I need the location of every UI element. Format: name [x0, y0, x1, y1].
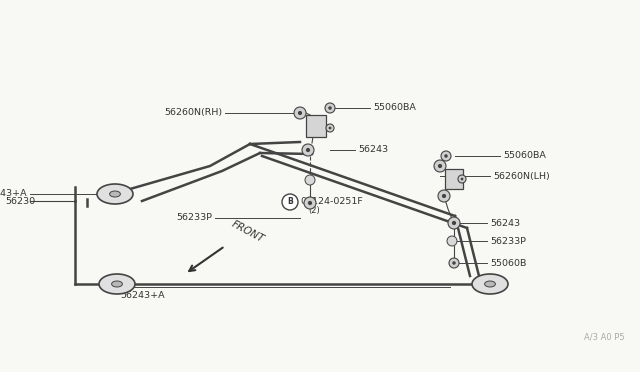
- Ellipse shape: [109, 191, 120, 197]
- Text: 56233P: 56233P: [176, 214, 212, 222]
- Ellipse shape: [111, 281, 122, 287]
- Text: 56230: 56230: [5, 196, 35, 205]
- Ellipse shape: [484, 281, 495, 287]
- Circle shape: [282, 194, 298, 210]
- Circle shape: [438, 164, 442, 168]
- Circle shape: [298, 111, 302, 115]
- Text: 55060B: 55060B: [490, 259, 526, 267]
- Circle shape: [447, 236, 457, 246]
- Circle shape: [308, 201, 312, 205]
- Text: FRONT: FRONT: [230, 218, 266, 244]
- Circle shape: [326, 124, 334, 132]
- Circle shape: [328, 106, 332, 110]
- Text: 55060BA: 55060BA: [503, 151, 546, 160]
- Text: 56260N(LH): 56260N(LH): [493, 171, 550, 180]
- Circle shape: [458, 175, 466, 183]
- Circle shape: [452, 221, 456, 225]
- Circle shape: [294, 107, 306, 119]
- Ellipse shape: [97, 184, 133, 204]
- Circle shape: [306, 148, 310, 152]
- Text: 56243: 56243: [358, 145, 388, 154]
- Circle shape: [434, 160, 446, 172]
- Text: (2): (2): [308, 205, 320, 215]
- Circle shape: [438, 190, 450, 202]
- FancyBboxPatch shape: [445, 169, 463, 189]
- FancyBboxPatch shape: [306, 115, 326, 137]
- Text: 56243: 56243: [490, 218, 520, 228]
- Circle shape: [442, 194, 446, 198]
- Text: 56243+A: 56243+A: [120, 292, 164, 301]
- Ellipse shape: [472, 274, 508, 294]
- Circle shape: [305, 175, 315, 185]
- Circle shape: [441, 151, 451, 161]
- Circle shape: [449, 258, 459, 268]
- Circle shape: [325, 103, 335, 113]
- Text: A/3 A0 P5: A/3 A0 P5: [584, 332, 625, 341]
- Text: B: B: [287, 198, 293, 206]
- Text: 56260N(RH): 56260N(RH): [164, 109, 222, 118]
- Circle shape: [328, 126, 332, 129]
- Text: 55060BA: 55060BA: [373, 103, 416, 112]
- Circle shape: [448, 217, 460, 229]
- Circle shape: [452, 261, 456, 265]
- Ellipse shape: [99, 274, 135, 294]
- Circle shape: [304, 197, 316, 209]
- Text: 56233P: 56233P: [490, 237, 526, 246]
- Text: 56243+A: 56243+A: [0, 189, 27, 199]
- Text: 08124-0251F: 08124-0251F: [300, 198, 363, 206]
- Circle shape: [444, 154, 448, 158]
- Circle shape: [302, 144, 314, 156]
- Circle shape: [461, 177, 463, 180]
